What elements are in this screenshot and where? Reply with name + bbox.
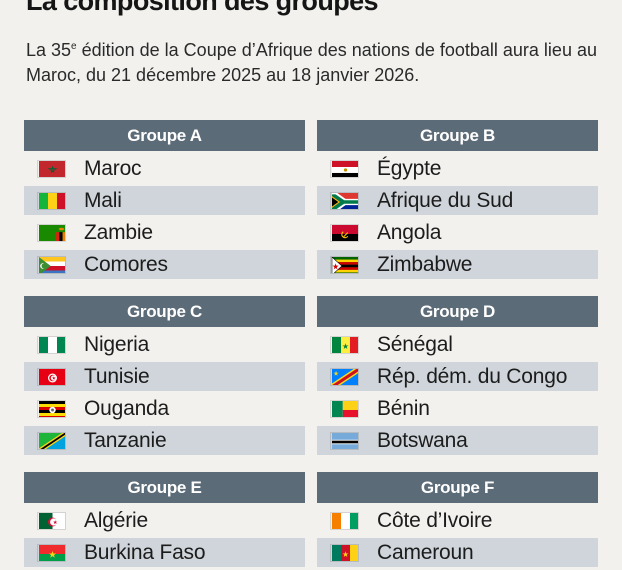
team-row: Algérie	[24, 506, 305, 535]
team-row: Maroc	[24, 154, 305, 183]
team-name: Sénégal	[377, 333, 453, 356]
team-row: Nigeria	[24, 330, 305, 359]
team-name: Ouganda	[84, 397, 170, 420]
team-row: Cameroun	[317, 538, 598, 567]
ivory-coast-flag-icon	[330, 512, 359, 530]
group-d-header: Groupe D	[317, 296, 598, 327]
team-row: Zambie	[24, 218, 305, 247]
group-c-header: Groupe C	[24, 296, 305, 327]
tanzania-flag-icon	[37, 432, 66, 450]
dr-congo-flag-icon	[330, 368, 359, 386]
algeria-flag-icon	[37, 512, 66, 530]
intro-text: La 35e édition de la Coupe d’Afrique des…	[26, 38, 606, 88]
mali-flag-icon	[37, 192, 66, 210]
group-e: Groupe E Algérie Burkina Faso	[24, 472, 305, 567]
intro-edition-number: La 35	[26, 40, 72, 60]
team-row: Rép. dém. du Congo	[317, 362, 598, 391]
team-row: Comores	[24, 250, 305, 279]
team-name: Angola	[377, 221, 442, 244]
team-name: Afrique du Sud	[377, 189, 514, 212]
team-row: Ouganda	[24, 394, 305, 423]
tunisia-flag-icon	[37, 368, 66, 386]
group-f: Groupe F Côte d’Ivoire Cameroun	[317, 472, 598, 567]
team-name: Mali	[84, 189, 122, 212]
team-row: Bénin	[317, 394, 598, 423]
team-row: Mali	[24, 186, 305, 215]
team-name: Égypte	[377, 157, 442, 180]
team-row: Angola	[317, 218, 598, 247]
zambia-flag-icon	[37, 224, 66, 242]
group-a-header: Groupe A	[24, 120, 305, 151]
group-b-header: Groupe B	[317, 120, 598, 151]
page-title: La composition des groupes	[26, 0, 379, 16]
team-name: Cameroun	[377, 541, 474, 564]
team-name: Zambie	[84, 221, 153, 244]
group-e-header: Groupe E	[24, 472, 305, 503]
team-row: Côte d’Ivoire	[317, 506, 598, 535]
uganda-flag-icon	[37, 400, 66, 418]
egypt-flag-icon	[330, 160, 359, 178]
comoros-flag-icon	[37, 256, 66, 274]
team-row: Burkina Faso	[24, 538, 305, 567]
team-row: Égypte	[317, 154, 598, 183]
group-a: Groupe A Maroc Mali Zambie Comores	[24, 120, 305, 279]
south-africa-flag-icon	[330, 192, 359, 210]
team-name: Nigeria	[84, 333, 150, 356]
team-name: Burkina Faso	[84, 541, 206, 564]
team-name: Tanzanie	[84, 429, 167, 452]
team-row: Tanzanie	[24, 426, 305, 455]
group-f-header: Groupe F	[317, 472, 598, 503]
botswana-flag-icon	[330, 432, 359, 450]
team-row: Sénégal	[317, 330, 598, 359]
team-name: Comores	[84, 253, 168, 276]
team-name: Bénin	[377, 397, 430, 420]
group-c: Groupe C Nigeria Tunisie Ouganda Tanzani…	[24, 296, 305, 455]
team-row: Botswana	[317, 426, 598, 455]
senegal-flag-icon	[330, 336, 359, 354]
group-d: Groupe D Sénégal Rép. dém. du Congo Béni…	[317, 296, 598, 455]
intro-superscript: e	[71, 41, 77, 52]
team-name: Botswana	[377, 429, 468, 452]
team-name: Rép. dém. du Congo	[377, 365, 568, 388]
angola-flag-icon	[330, 224, 359, 242]
team-name: Zimbabwe	[377, 253, 473, 276]
group-b: Groupe B Égypte Afrique du Sud Angola Zi…	[317, 120, 598, 279]
morocco-flag-icon	[37, 160, 66, 178]
cameroon-flag-icon	[330, 544, 359, 562]
team-name: Algérie	[84, 509, 148, 532]
burkina-faso-flag-icon	[37, 544, 66, 562]
team-row: Afrique du Sud	[317, 186, 598, 215]
team-row: Zimbabwe	[317, 250, 598, 279]
team-name: Maroc	[84, 157, 142, 180]
benin-flag-icon	[330, 400, 359, 418]
zimbabwe-flag-icon	[330, 256, 359, 274]
nigeria-flag-icon	[37, 336, 66, 354]
team-row: Tunisie	[24, 362, 305, 391]
team-name: Tunisie	[84, 365, 150, 388]
intro-body: édition de la Coupe d’Afrique des nation…	[26, 40, 597, 85]
team-name: Côte d’Ivoire	[377, 509, 493, 532]
